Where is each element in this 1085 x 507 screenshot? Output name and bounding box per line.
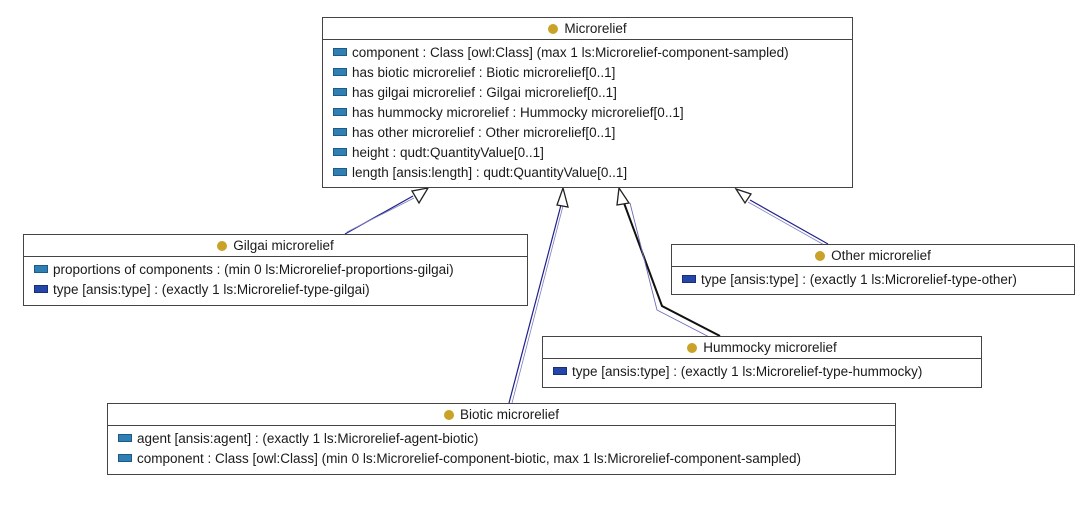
- class-name: Biotic microrelief: [459, 407, 560, 422]
- object-property-icon: [34, 265, 48, 273]
- attribute-row[interactable]: component : Class [owl:Class] (min 0 ls:…: [118, 449, 885, 469]
- object-property-icon: [333, 128, 347, 136]
- class-name: Other microrelief: [831, 248, 931, 263]
- object-property-icon: [333, 168, 347, 176]
- edge-biotic-to-microrelief: [508, 185, 569, 404]
- class-header: Hummocky microrelief: [543, 337, 981, 359]
- attribute-label: agent [ansis:agent] : (exactly 1 ls:Micr…: [137, 431, 479, 446]
- attribute-label: length [ansis:length] : qudt:QuantityVal…: [352, 165, 628, 180]
- class-microrelief[interactable]: Microrelief component : Class [owl:Class…: [322, 17, 853, 188]
- class-icon: [815, 251, 826, 261]
- attribute-row[interactable]: proportions of components : (min 0 ls:Mi…: [34, 260, 517, 280]
- attribute-row[interactable]: length [ansis:length] : qudt:QuantityVal…: [333, 163, 842, 183]
- attribute-row[interactable]: type [ansis:type] : (exactly 1 ls:Micror…: [34, 280, 517, 300]
- edge-hummocky-to-microrelief: [616, 186, 721, 341]
- class-name: Hummocky microrelief: [703, 340, 837, 355]
- attribute-label: has gilgai microrelief : Gilgai microrel…: [352, 85, 617, 100]
- attribute-label: has biotic microrelief : Biotic microrel…: [352, 65, 616, 80]
- object-property-icon: [333, 68, 347, 76]
- class-hummocky-microrelief[interactable]: Hummocky microrelief type [ansis:type] :…: [542, 336, 982, 388]
- edge-other-to-microrelief: [734, 187, 829, 247]
- attribute-row[interactable]: has hummocky microrelief : Hummocky micr…: [333, 103, 842, 123]
- datatype-property-icon: [553, 367, 567, 375]
- class-header: Gilgai microrelief: [24, 235, 527, 257]
- class-name: Microrelief: [564, 21, 627, 36]
- attribute-label: has other microrelief : Other microrelie…: [352, 125, 616, 140]
- datatype-property-icon: [34, 285, 48, 293]
- attribute-row[interactable]: height : qudt:QuantityValue[0..1]: [333, 143, 842, 163]
- object-property-icon: [333, 88, 347, 96]
- class-header: Biotic microrelief: [108, 404, 895, 426]
- class-biotic-microrelief[interactable]: Biotic microrelief agent [ansis:agent] :…: [107, 403, 896, 475]
- attribute-row[interactable]: agent [ansis:agent] : (exactly 1 ls:Micr…: [118, 429, 885, 449]
- attribute-label: type [ansis:type] : (exactly 1 ls:Micror…: [701, 272, 1017, 287]
- object-property-icon: [333, 148, 347, 156]
- attribute-row[interactable]: component : Class [owl:Class] (max 1 ls:…: [333, 43, 842, 63]
- attribute-row[interactable]: has gilgai microrelief : Gilgai microrel…: [333, 83, 842, 103]
- object-property-icon: [333, 48, 347, 56]
- class-header: Microrelief: [323, 18, 852, 40]
- attribute-label: component : Class [owl:Class] (min 0 ls:…: [137, 451, 801, 466]
- attribute-row[interactable]: has biotic microrelief : Biotic microrel…: [333, 63, 842, 83]
- class-header: Other microrelief: [672, 245, 1074, 267]
- class-icon: [687, 343, 698, 353]
- object-property-icon: [333, 108, 347, 116]
- class-other-microrelief[interactable]: Other microrelief type [ansis:type] : (e…: [671, 244, 1075, 295]
- edge-gilgai-to-microrelief: [344, 187, 430, 235]
- attribute-row[interactable]: type [ansis:type] : (exactly 1 ls:Micror…: [553, 362, 971, 382]
- class-gilgai-microrelief[interactable]: Gilgai microrelief proportions of compon…: [23, 234, 528, 306]
- class-name: Gilgai microrelief: [233, 238, 334, 253]
- attribute-row[interactable]: type [ansis:type] : (exactly 1 ls:Micror…: [682, 270, 1064, 290]
- attribute-label: type [ansis:type] : (exactly 1 ls:Micror…: [572, 364, 923, 379]
- object-property-icon: [118, 454, 132, 462]
- class-icon: [443, 410, 454, 420]
- attribute-label: type [ansis:type] : (exactly 1 ls:Micror…: [53, 282, 370, 297]
- datatype-property-icon: [682, 275, 696, 283]
- attribute-label: component : Class [owl:Class] (max 1 ls:…: [352, 45, 789, 60]
- attribute-label: height : qudt:QuantityValue[0..1]: [352, 145, 544, 160]
- attribute-label: has hummocky microrelief : Hummocky micr…: [352, 105, 684, 120]
- class-icon: [217, 241, 228, 251]
- class-icon: [548, 24, 559, 34]
- attribute-label: proportions of components : (min 0 ls:Mi…: [53, 262, 454, 277]
- object-property-icon: [118, 434, 132, 442]
- attribute-row[interactable]: has other microrelief : Other microrelie…: [333, 123, 842, 143]
